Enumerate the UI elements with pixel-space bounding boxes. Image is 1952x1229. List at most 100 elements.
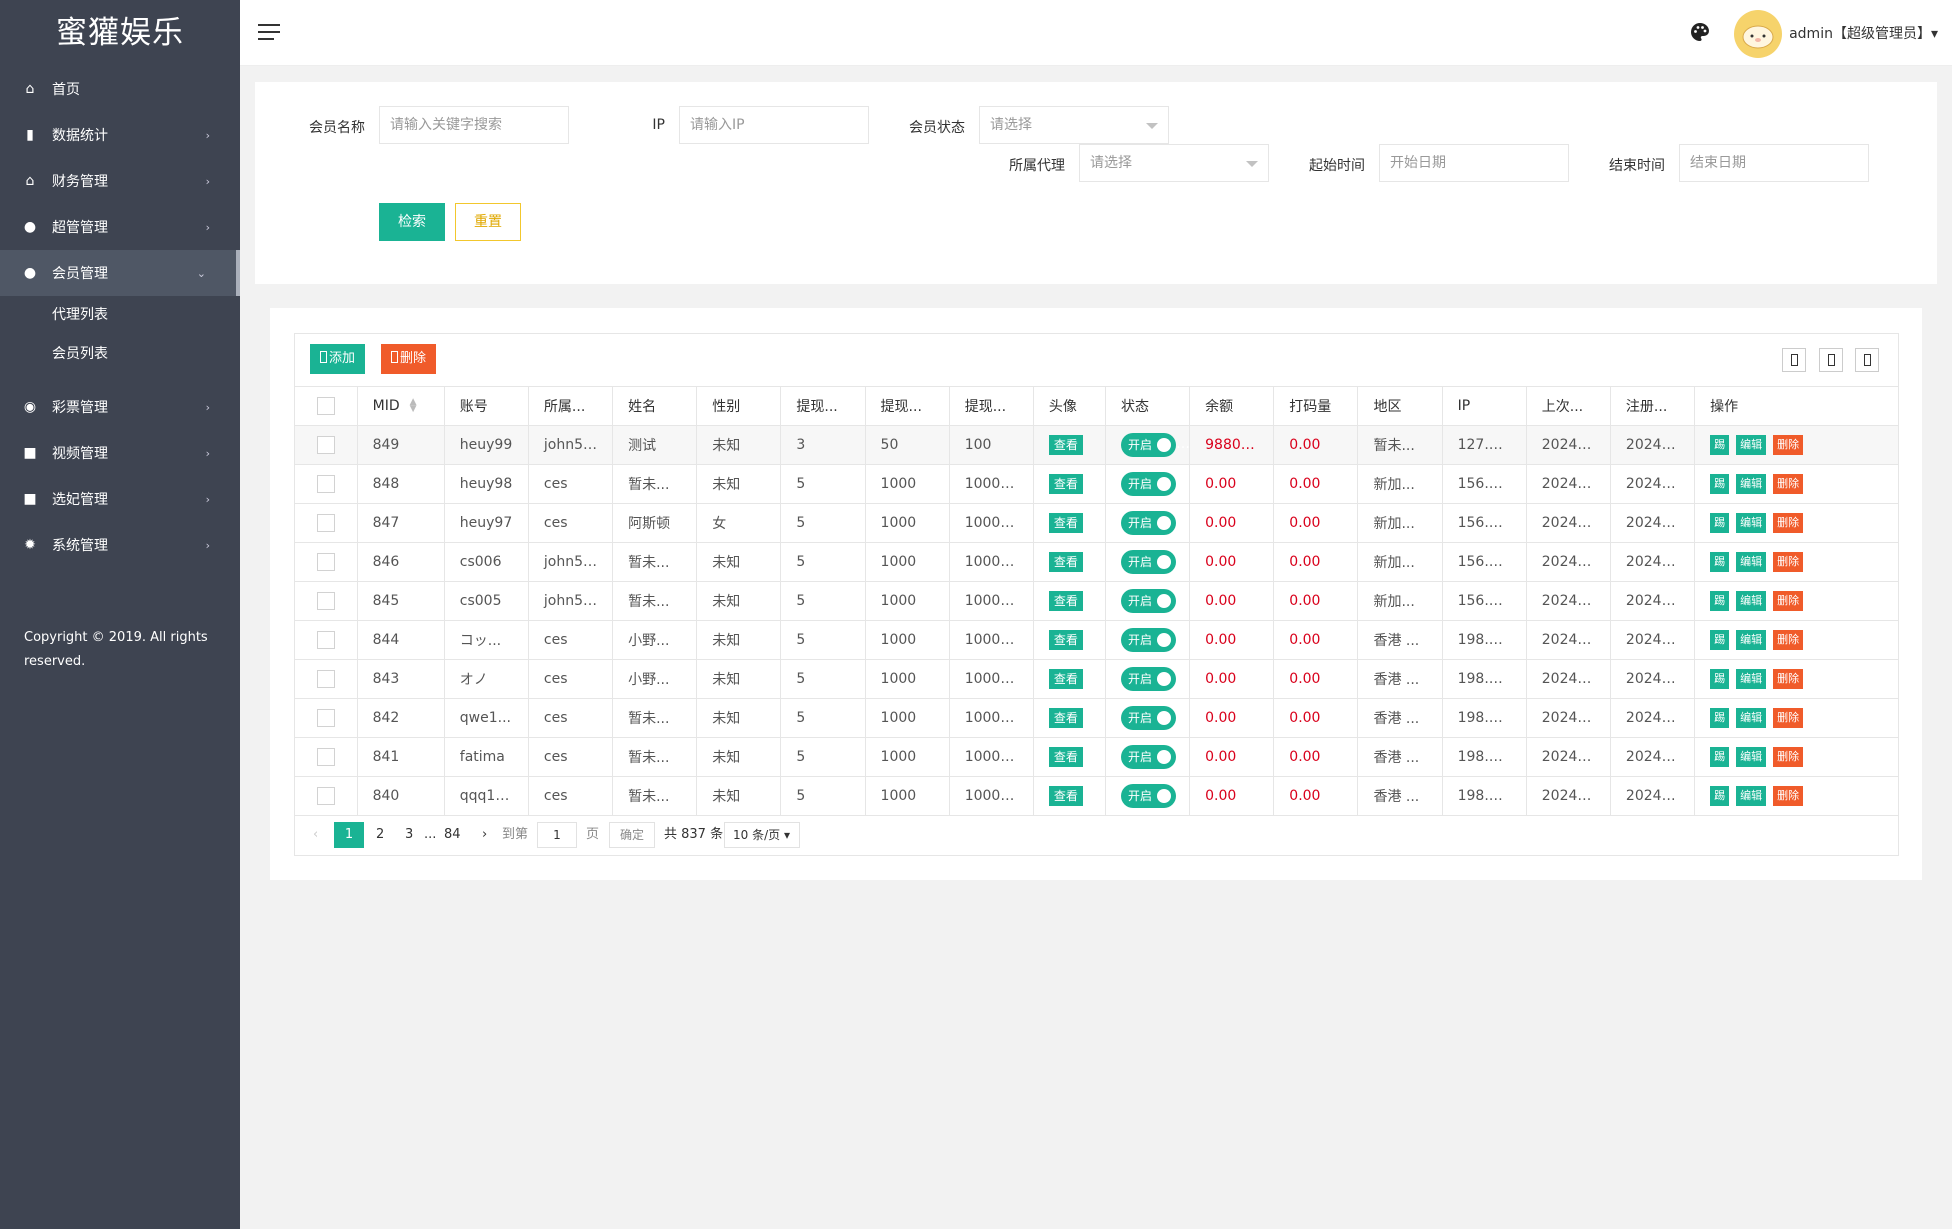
delete-button[interactable]: 删除 xyxy=(1773,435,1804,455)
status-toggle[interactable]: 开启 xyxy=(1120,472,1176,496)
view-avatar-button[interactable]: 查看 xyxy=(1048,708,1083,728)
status-toggle[interactable]: 开启 xyxy=(1120,433,1176,457)
sidebar-item-2[interactable]: ⌂ 财务管理 › xyxy=(0,158,240,204)
add-button[interactable]: 添加 xyxy=(310,344,366,374)
view-avatar-button[interactable]: 查看 xyxy=(1048,630,1083,650)
ip-input[interactable]: 请输入IP xyxy=(679,106,869,144)
view-avatar-button[interactable]: 查看 xyxy=(1048,747,1083,767)
delete-button[interactable]: 删除 xyxy=(1773,669,1804,689)
kick-button[interactable]: 踢 xyxy=(1710,474,1730,494)
status-toggle[interactable]: 开启 xyxy=(1120,511,1176,535)
delete-button[interactable]: 删除 xyxy=(1773,708,1804,728)
page-1-button[interactable]: 1 xyxy=(334,822,364,848)
edit-button[interactable]: 编辑 xyxy=(1736,474,1767,494)
row-checkbox[interactable] xyxy=(316,787,335,805)
column-header-0[interactable]: MID ▲ ▼ xyxy=(357,386,445,426)
user-menu[interactable]: admin【超级管理员】▾ xyxy=(1789,26,1938,42)
edit-button[interactable]: 编辑 xyxy=(1736,786,1767,806)
menu-toggle-icon[interactable] xyxy=(258,24,280,40)
kick-button[interactable]: 踢 xyxy=(1710,630,1730,650)
edit-button[interactable]: 编辑 xyxy=(1736,630,1767,650)
status-toggle[interactable]: 开启 xyxy=(1120,706,1176,730)
palette-icon[interactable] xyxy=(1690,22,1710,42)
edit-button[interactable]: 编辑 xyxy=(1736,513,1767,533)
kick-button[interactable]: 踢 xyxy=(1710,708,1730,728)
delete-button[interactable]: 删除 xyxy=(1773,786,1804,806)
end-date-input[interactable]: 结束日期 xyxy=(1679,144,1869,182)
view-avatar-button[interactable]: 查看 xyxy=(1048,474,1083,494)
delete-button[interactable]: 删除 xyxy=(1773,630,1804,650)
status-toggle[interactable]: 开启 xyxy=(1120,667,1176,691)
kick-button[interactable]: 踢 xyxy=(1710,435,1730,455)
row-checkbox[interactable] xyxy=(316,748,335,766)
row-checkbox[interactable] xyxy=(316,514,335,532)
status-toggle[interactable]: 开启 xyxy=(1120,745,1176,769)
page-confirm-button[interactable]: 确定 xyxy=(609,822,655,848)
start-date-input[interactable]: 开始日期 xyxy=(1379,144,1569,182)
sort-icon[interactable]: ▲ ▼ xyxy=(409,397,417,414)
sidebar-subitem-1[interactable]: 会员列表 xyxy=(52,346,108,362)
select-all-checkbox[interactable] xyxy=(316,397,335,415)
page-size-select[interactable]: 10 条/页 ▾ xyxy=(724,822,800,848)
row-checkbox[interactable] xyxy=(316,592,335,610)
view-avatar-button[interactable]: 查看 xyxy=(1048,786,1083,806)
member-name-input[interactable]: 请输入关键字搜索 xyxy=(379,106,569,144)
next-page-icon[interactable]: › xyxy=(482,827,488,842)
sidebar-item-0[interactable]: ⌂ 首页 xyxy=(0,66,240,112)
page-3-button[interactable]: 3 xyxy=(405,827,414,842)
prev-page-icon[interactable]: ‹ xyxy=(313,827,319,842)
delete-button[interactable]: 删除 xyxy=(1773,552,1804,572)
delete-button[interactable]: 删除 xyxy=(1773,591,1804,611)
sidebar-item-1[interactable]: ▮ 数据统计 › xyxy=(0,112,240,158)
edit-button[interactable]: 编辑 xyxy=(1736,435,1767,455)
search-button[interactable]: 检索 xyxy=(379,203,445,241)
delete-button[interactable]: 删除 xyxy=(1773,474,1804,494)
row-checkbox[interactable] xyxy=(316,475,335,493)
status-select[interactable]: 请选择 xyxy=(979,106,1169,144)
view-avatar-button[interactable]: 查看 xyxy=(1048,552,1083,572)
page-2-button[interactable]: 2 xyxy=(376,827,385,842)
status-toggle[interactable]: 开启 xyxy=(1120,589,1176,613)
export-icon[interactable] xyxy=(1819,348,1843,372)
kick-button[interactable]: 踢 xyxy=(1710,747,1730,767)
sidebar-item-6[interactable]: ■ 视频管理 › xyxy=(0,430,240,476)
edit-button[interactable]: 编辑 xyxy=(1736,708,1767,728)
view-avatar-button[interactable]: 查看 xyxy=(1048,513,1083,533)
view-avatar-button[interactable]: 查看 xyxy=(1048,669,1083,689)
sidebar-item-5[interactable]: ◉ 彩票管理 › xyxy=(0,384,240,430)
row-checkbox[interactable] xyxy=(316,553,335,571)
row-checkbox[interactable] xyxy=(316,709,335,727)
kick-button[interactable]: 踢 xyxy=(1710,669,1730,689)
avatar[interactable] xyxy=(1734,10,1782,58)
sidebar-item-4[interactable]: ● 会员管理 ⌄ xyxy=(0,250,240,296)
sidebar-subitem-0[interactable]: 代理列表 xyxy=(52,307,108,323)
page-84-button[interactable]: 84 xyxy=(444,827,461,842)
delete-button[interactable]: 删除 xyxy=(1773,513,1804,533)
sidebar-item-3[interactable]: ● 超管管理 › xyxy=(0,204,240,250)
page-input[interactable]: 1 xyxy=(537,822,577,848)
view-avatar-button[interactable]: 查看 xyxy=(1048,591,1083,611)
status-toggle[interactable]: 开启 xyxy=(1120,784,1176,808)
kick-button[interactable]: 踢 xyxy=(1710,552,1730,572)
status-toggle[interactable]: 开启 xyxy=(1120,550,1176,574)
status-toggle[interactable]: 开启 xyxy=(1120,628,1176,652)
sidebar-item-8[interactable]: ✹ 系统管理 › xyxy=(0,522,240,568)
row-checkbox[interactable] xyxy=(316,631,335,649)
row-checkbox[interactable] xyxy=(316,670,335,688)
columns-filter-icon[interactable] xyxy=(1782,348,1806,372)
kick-button[interactable]: 踢 xyxy=(1710,591,1730,611)
view-avatar-button[interactable]: 查看 xyxy=(1048,435,1083,455)
edit-button[interactable]: 编辑 xyxy=(1736,552,1767,572)
edit-button[interactable]: 编辑 xyxy=(1736,747,1767,767)
kick-button[interactable]: 踢 xyxy=(1710,513,1730,533)
batch-delete-button[interactable]: 删除 xyxy=(381,344,437,374)
kick-button[interactable]: 踢 xyxy=(1710,786,1730,806)
delete-button[interactable]: 删除 xyxy=(1773,747,1804,767)
print-icon[interactable] xyxy=(1855,348,1879,372)
sidebar-item-7[interactable]: ■ 选妃管理 › xyxy=(0,476,240,522)
agent-select[interactable]: 请选择 xyxy=(1079,144,1269,182)
reset-button[interactable]: 重置 xyxy=(455,203,521,241)
edit-button[interactable]: 编辑 xyxy=(1736,591,1767,611)
edit-button[interactable]: 编辑 xyxy=(1736,669,1767,689)
row-checkbox[interactable] xyxy=(316,436,335,454)
